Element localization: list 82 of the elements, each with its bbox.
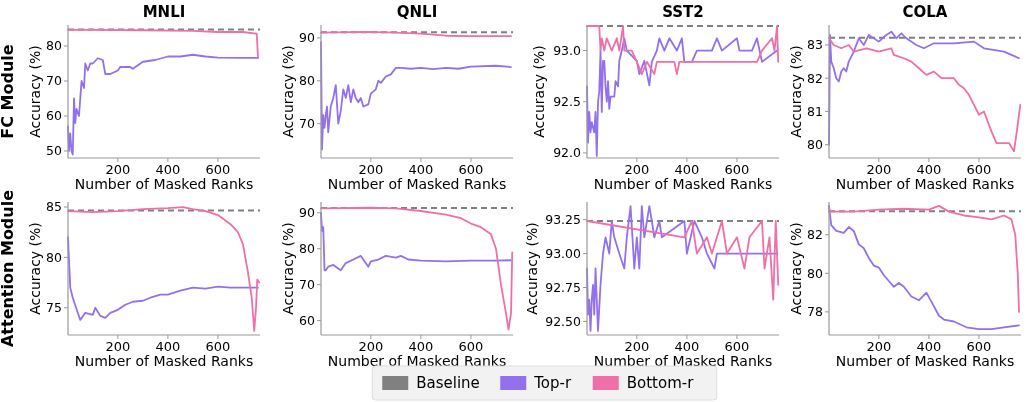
y-tick-label: 90	[299, 30, 316, 46]
chart-title: COLA	[902, 3, 948, 21]
line-series	[586, 220, 780, 301]
text: FC Module	[0, 44, 17, 139]
y-axis-title: Accuracy (%)	[531, 45, 548, 138]
x-axis-title: Number of Masked Ranks	[74, 176, 254, 192]
y-tick-label: 80	[299, 73, 316, 89]
x-tick-label: 200	[866, 339, 892, 354]
line-series	[67, 206, 261, 332]
y-tick-label: 80	[46, 38, 63, 54]
y-tick-label: 82	[807, 227, 823, 243]
y-tick-label: 70	[299, 277, 316, 293]
y-axis-title: Accuracy (%)	[279, 45, 296, 138]
y-tick-label: 92.50	[545, 313, 582, 329]
y-tick-label: 80	[46, 249, 63, 265]
x-tick-label: 200	[105, 162, 131, 177]
y-tick-label: 60	[46, 108, 63, 124]
x-axis-title: Number of Masked Ranks	[327, 353, 507, 369]
x-tick-label: 400	[155, 339, 181, 354]
x-tick-label: 600	[205, 162, 231, 177]
chart-title: QNLI	[396, 3, 438, 21]
y-axis-title: Accuracy (%)	[26, 45, 43, 138]
y-tick-label: 92.5	[553, 94, 581, 110]
y-tick-label: 93.00	[545, 245, 582, 261]
x-tick-label: 600	[966, 339, 992, 354]
y-tick-label: 82	[807, 70, 823, 86]
x-tick-label: 200	[624, 339, 650, 354]
legend-label: Baseline	[416, 374, 480, 392]
x-axis-title: Number of Masked Ranks	[593, 353, 773, 369]
y-tick-label: 93.25	[545, 212, 581, 228]
y-tick-label: 83	[807, 37, 823, 53]
x-tick-label: 200	[358, 162, 384, 177]
legend-label: Top-r	[533, 374, 572, 392]
x-tick-label: 600	[966, 162, 992, 177]
chart-title: MNLI	[142, 3, 186, 21]
y-tick-label: 80	[299, 241, 316, 257]
x-tick-label: 600	[458, 339, 484, 354]
x-axis-title: Number of Masked Ranks	[835, 176, 1015, 192]
y-tick-label: 50	[46, 143, 63, 159]
chart-title: SST2	[662, 3, 704, 21]
x-tick-label: 600	[724, 339, 750, 354]
x-tick-label: 600	[205, 339, 231, 354]
line-series	[67, 29, 259, 59]
x-tick-label: 400	[408, 339, 434, 354]
x-tick-label: 400	[155, 162, 181, 177]
y-tick-label: 70	[299, 116, 316, 132]
y-tick-label: 93.0	[553, 42, 582, 58]
x-tick-label: 600	[724, 162, 750, 177]
text: Attention Module	[0, 189, 17, 348]
x-axis-title: Number of Masked Ranks	[327, 176, 507, 192]
y-axis-title: Accuracy (%)	[787, 45, 804, 138]
y-tick-label: 81	[807, 103, 823, 119]
y-tick-label: 75	[46, 300, 62, 316]
x-tick-label: 200	[358, 339, 384, 354]
y-tick-label: 70	[46, 73, 63, 89]
x-tick-label: 400	[916, 339, 942, 354]
y-tick-label: 85	[46, 199, 62, 215]
x-tick-label: 600	[458, 162, 484, 177]
y-axis-title: Accuracy (%)	[26, 222, 43, 315]
line-series	[586, 25, 780, 76]
x-tick-label: 200	[866, 162, 892, 177]
x-tick-label: 400	[916, 162, 942, 177]
y-axis-title: Accuracy (%)	[787, 222, 804, 315]
legend-label: Bottom-r	[626, 374, 695, 392]
y-tick-label: 92.75	[545, 279, 581, 295]
y-tick-label: 60	[299, 313, 316, 328]
x-tick-label: 200	[624, 162, 650, 177]
line-series	[320, 206, 514, 331]
y-tick-label: 80	[807, 265, 824, 281]
y-axis-title: Accuracy (%)	[524, 222, 540, 315]
x-tick-label: 400	[674, 162, 700, 177]
x-tick-label: 200	[105, 339, 131, 354]
x-axis-title: Number of Masked Ranks	[593, 176, 773, 192]
y-tick-label: 80	[807, 137, 824, 153]
y-tick-label: 78	[807, 304, 824, 320]
x-axis-title: Number of Masked Ranks	[74, 353, 254, 369]
y-tick-label: 92.0	[553, 145, 582, 161]
y-tick-label: 90	[299, 205, 316, 221]
x-tick-label: 400	[674, 339, 700, 354]
y-axis-title: Accuracy (%)	[279, 222, 296, 315]
x-tick-label: 400	[408, 162, 434, 177]
x-axis-title: Number of Masked Ranks	[835, 353, 1015, 369]
